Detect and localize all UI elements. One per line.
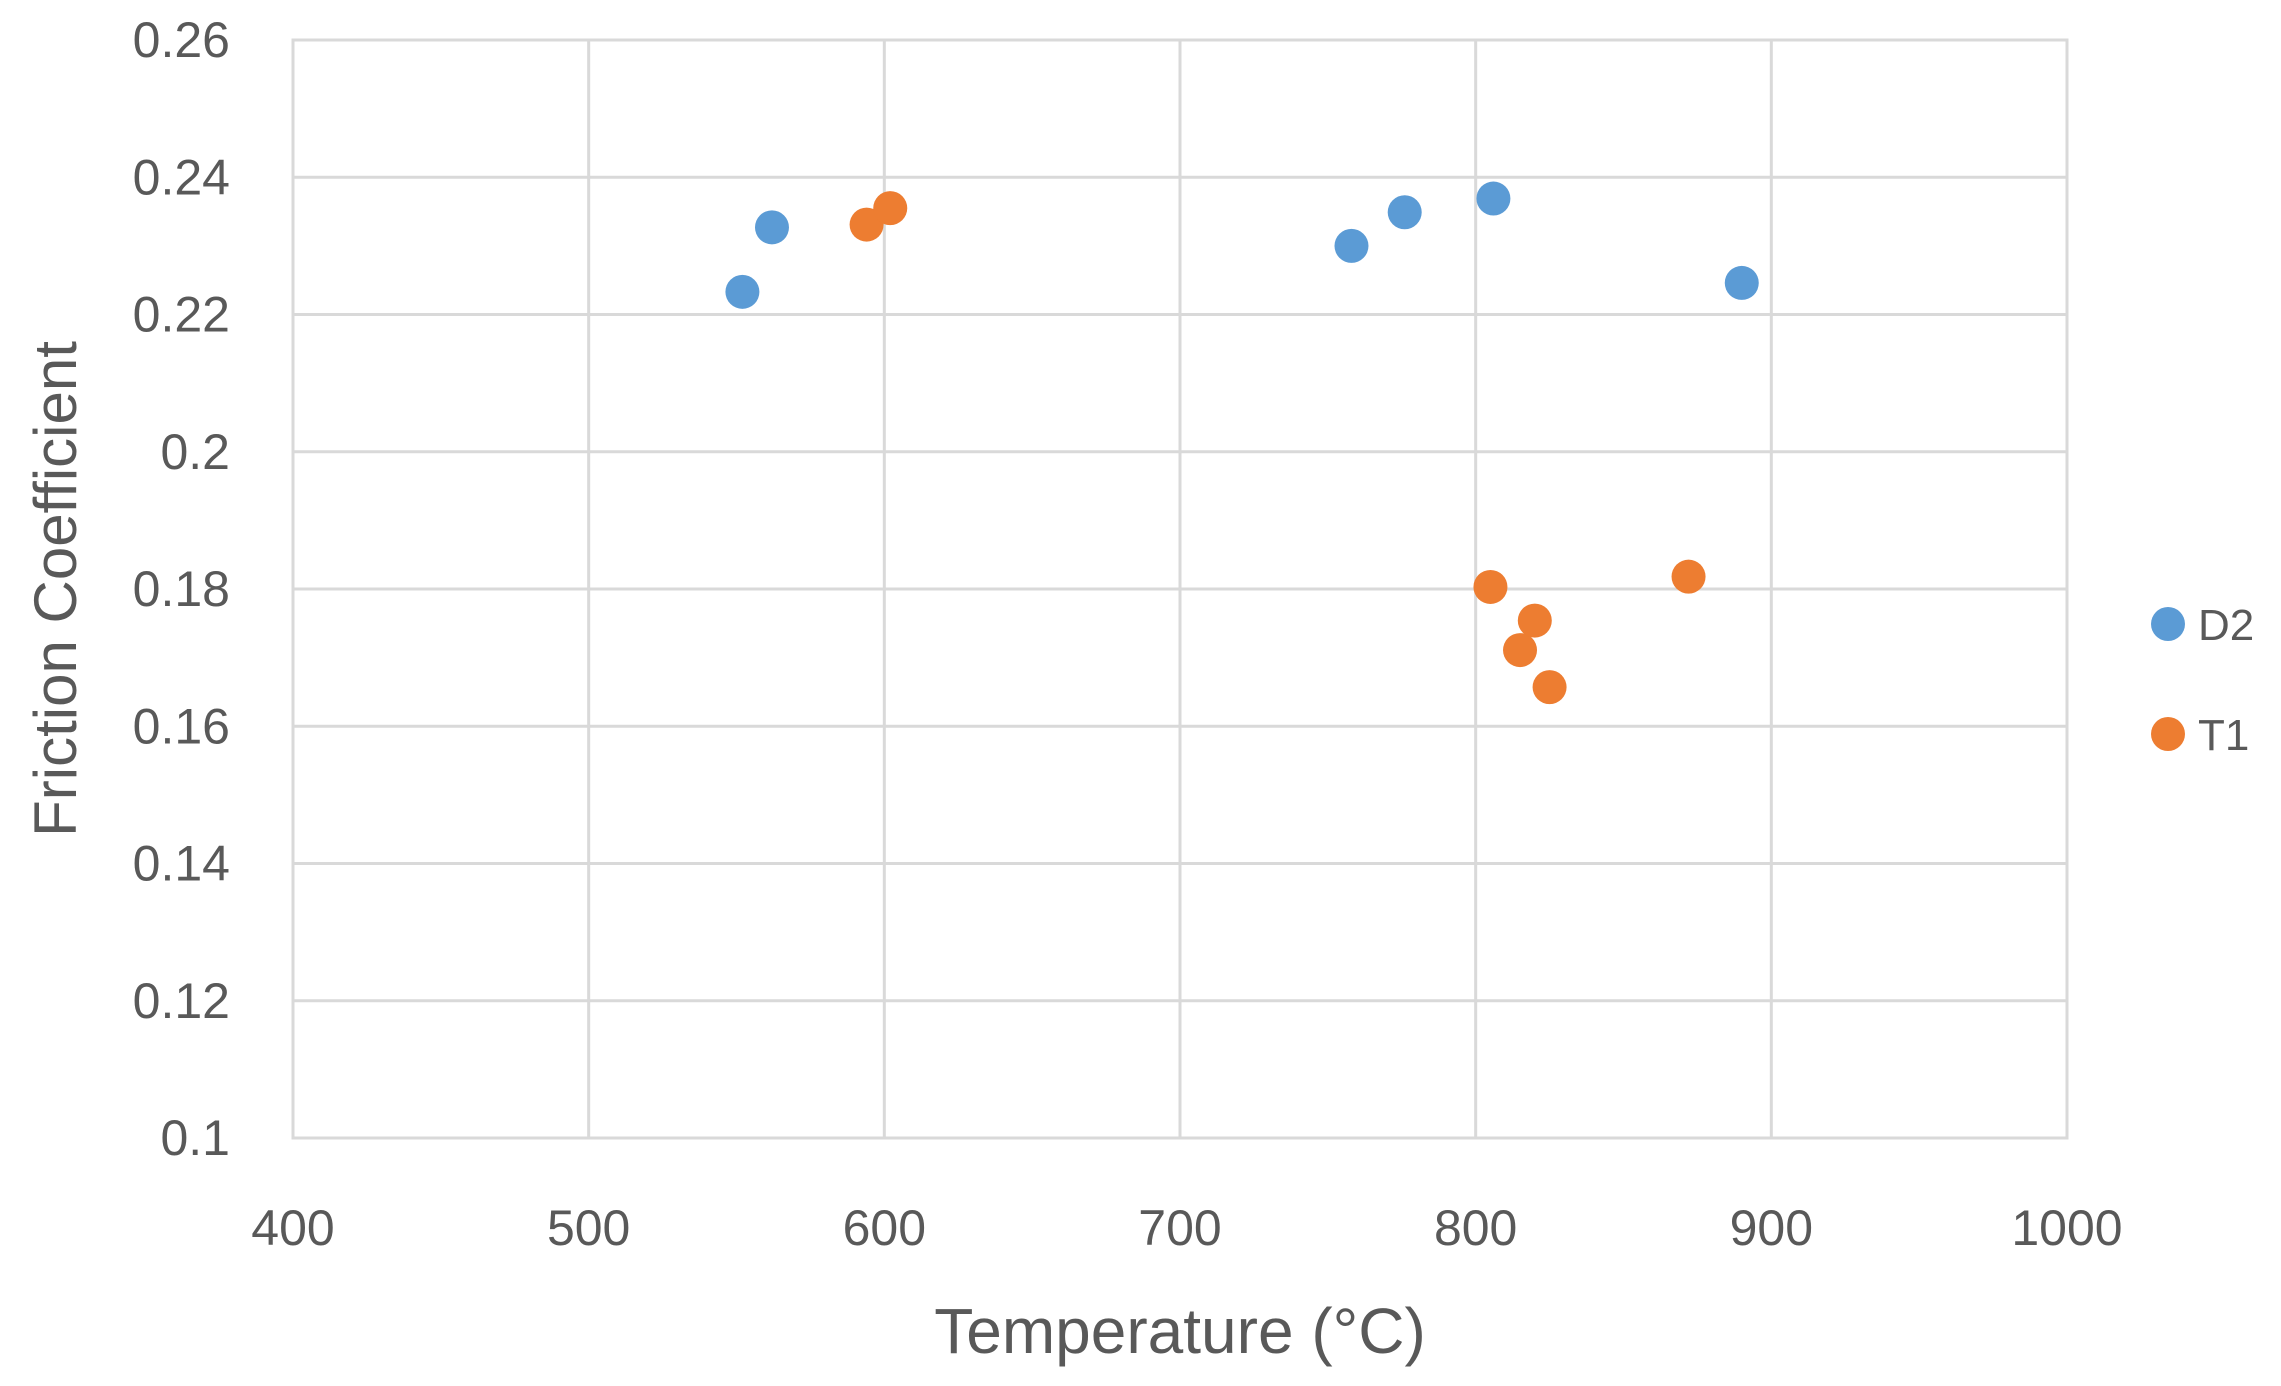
y-tick-label: 0.14 bbox=[133, 836, 230, 892]
data-points bbox=[725, 181, 1759, 705]
x-tick-label: 600 bbox=[843, 1200, 926, 1256]
legend-item-t1: T1 bbox=[2151, 711, 2249, 760]
data-point-d2 bbox=[1724, 265, 1759, 300]
legend: D2 T1 bbox=[2151, 601, 2254, 760]
data-point-d2 bbox=[1334, 228, 1369, 263]
data-point-t1 bbox=[1473, 569, 1508, 604]
y-tick-label: 0.24 bbox=[133, 149, 230, 205]
y-tick-label: 0.26 bbox=[133, 12, 230, 68]
legend-marker bbox=[2151, 607, 2185, 641]
legend-marker bbox=[2151, 717, 2185, 751]
data-point-t1 bbox=[1671, 559, 1706, 594]
x-tick-label: 700 bbox=[1138, 1200, 1221, 1256]
series-d2 bbox=[725, 181, 1759, 309]
data-point-d2 bbox=[754, 210, 789, 245]
y-axis: 0.1 0.12 0.14 0.16 0.18 0.2 0.22 0.24 0.26 bbox=[133, 12, 230, 1166]
x-axis: 400 500 600 700 800 900 1000 bbox=[251, 1200, 2122, 1256]
series-t1 bbox=[849, 191, 1706, 705]
data-point-d2 bbox=[1387, 195, 1422, 230]
x-tick-label: 800 bbox=[1434, 1200, 1517, 1256]
y-tick-label: 0.12 bbox=[133, 973, 230, 1029]
data-point-d2 bbox=[1476, 181, 1511, 216]
data-point-t1 bbox=[1517, 603, 1552, 638]
y-tick-label: 0.16 bbox=[133, 698, 230, 754]
x-tick-label: 400 bbox=[251, 1200, 334, 1256]
data-point-t1 bbox=[849, 207, 884, 242]
data-point-t1 bbox=[873, 191, 908, 226]
gridlines bbox=[291, 38, 2069, 1140]
data-point-t1 bbox=[1503, 633, 1538, 668]
legend-item-d2: D2 bbox=[2151, 601, 2254, 650]
x-tick-label: 500 bbox=[547, 1200, 630, 1256]
x-axis-title: Temperature (°C) bbox=[934, 1295, 1426, 1367]
x-tick-label: 1000 bbox=[2011, 1200, 2122, 1256]
y-tick-label: 0.22 bbox=[133, 287, 230, 343]
data-point-t1 bbox=[1532, 670, 1567, 705]
y-tick-label: 0.2 bbox=[160, 424, 230, 480]
legend-label: D2 bbox=[2198, 601, 2254, 650]
x-tick-label: 900 bbox=[1730, 1200, 1813, 1256]
y-axis-title: Friction Coefficient bbox=[22, 341, 89, 837]
y-tick-label: 0.1 bbox=[160, 1110, 230, 1166]
plot-area bbox=[291, 38, 2069, 1140]
data-point-d2 bbox=[725, 274, 760, 309]
y-tick-label: 0.18 bbox=[133, 561, 230, 617]
legend-label: T1 bbox=[2198, 711, 2249, 760]
